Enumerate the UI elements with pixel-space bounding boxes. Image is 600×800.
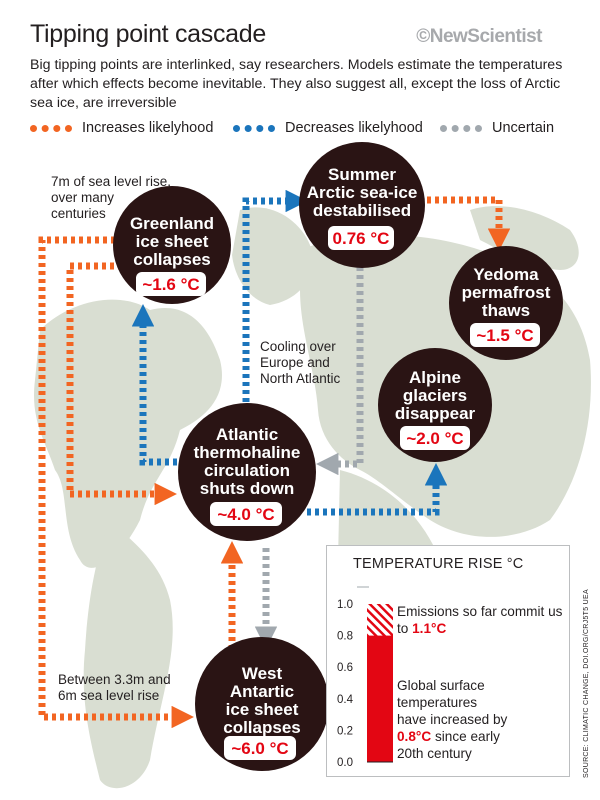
yedoma-line2: permafrost	[462, 283, 551, 302]
increases-swatch	[30, 124, 72, 132]
cooling-note-line1: Cooling over	[260, 339, 336, 354]
global-note-tail: since early	[434, 729, 500, 744]
legend-uncertain-label: Uncertain	[492, 120, 555, 136]
alpine-temp: ~2.0 °C	[406, 429, 463, 448]
node-greenland: Greenland ice sheet collapses ~1.6 °C	[113, 186, 231, 304]
arrow-greenland-to-atlantic	[66, 262, 177, 506]
greenland-line3: collapses	[133, 250, 211, 269]
atlantic-line3: circulation	[204, 461, 290, 480]
decreases-arrows	[131, 189, 448, 516]
antarctic-line2: Antartic	[230, 682, 294, 701]
arrow-arctic-to-atlantic	[316, 267, 364, 476]
arrow-atlantic-to-greenland	[131, 304, 193, 466]
arrow-arctic-to-yedoma	[427, 196, 511, 251]
emissions-note: Emissions so far commit us to 1.1°C	[397, 603, 567, 637]
arrow-atlantic-to-alpine	[307, 463, 448, 516]
node-alpine: Alpine glaciers disappear ~2.0 °C	[378, 348, 492, 462]
greenland-line1: Greenland	[130, 214, 214, 233]
atlantic-line1: Atlantic	[216, 425, 278, 444]
legend-increases-label: Increases likelyhood	[82, 120, 214, 136]
antarctic-note-line1: Between 3.3m and	[58, 672, 171, 687]
legend-increases: Increases likelyhood	[30, 120, 213, 136]
uncertain-swatch	[440, 124, 482, 132]
atlantic-line2: thermohaline	[194, 443, 301, 462]
atlantic-temp: ~4.0 °C	[217, 505, 274, 524]
antarctic-line1: West	[242, 664, 283, 683]
legend-decreases-label: Decreases likelyhood	[285, 120, 423, 136]
node-arctic: Summer Arctic sea-ice destabilised 0.76 …	[299, 142, 425, 268]
node-yedoma: Yedoma permafrost thaws ~1.5 °C	[449, 246, 563, 360]
node-atlantic: Atlantic thermohaline circulation shuts …	[178, 403, 316, 541]
global-note-value: 0.8°C	[397, 729, 432, 744]
temperature-tick-label: 0.4	[337, 694, 354, 706]
greenland-line2: ice sheet	[136, 232, 209, 251]
temperature-tick-label: 0.2	[337, 725, 353, 737]
temperature-rise-panel: TEMPERATURE RISE °C 1.0 0.8 0.6 0.4 0.2 0.0 E…	[326, 545, 570, 777]
arctic-line3: destabilised	[313, 201, 411, 220]
uncertain-arrows	[254, 267, 364, 649]
temperature-bar-chart: 1.0 0.8 0.6 0.4 0.2 0.0	[337, 586, 393, 769]
alpine-line2: glaciers	[403, 386, 467, 405]
greenland-note-line1: 7m of sea level rise,	[51, 174, 171, 189]
global-note-line3: have increased by	[397, 712, 508, 727]
alpine-line3: disappear	[395, 404, 476, 423]
cooling-note-line3: North Atlantic	[260, 371, 341, 386]
node-antarctic: West Antartic ice sheet collapses ~6.0 °…	[195, 637, 329, 771]
temperature-tick-label: 1.0	[337, 599, 353, 611]
antarctic-temp: ~6.0 °C	[231, 739, 288, 758]
observed-warming-bar	[367, 635, 393, 762]
arctic-line1: Summer	[328, 165, 396, 184]
note-cooling: Cooling over Europe and North Atlantic	[260, 339, 341, 386]
antarctic-line4: collapses	[223, 718, 301, 737]
source-credit: SOURCE: CLIMATIC CHANGE, DOI.ORG/CRJ5T5 …	[583, 589, 590, 778]
legend-uncertain: Uncertain	[440, 120, 554, 136]
page-title: Tipping point cascade	[30, 20, 266, 48]
newscientist-logo: ©NewScientist	[416, 26, 542, 47]
subtitle: Big tipping points are interlinked, say …	[30, 57, 563, 111]
arctic-line2: Arctic sea-ice	[307, 183, 418, 202]
increases-arrows	[38, 196, 511, 729]
temperature-tick-label: 0.8	[337, 631, 353, 643]
global-note-line2: temperatures	[397, 695, 478, 710]
yedoma-temp: ~1.5 °C	[476, 326, 533, 345]
arctic-temp: 0.76 °C	[333, 229, 390, 248]
global-note-line1: Global surface	[397, 678, 485, 693]
note-antarctic-sea-level: Between 3.3m and 6m sea level rise	[58, 672, 171, 703]
note-greenland-sea-level: 7m of sea level rise, over many centurie…	[51, 174, 171, 221]
antarctic-line3: ice sheet	[226, 700, 299, 719]
arrow-atlantic-to-arctic	[242, 189, 308, 410]
legend-decreases: Decreases likelyhood	[233, 120, 423, 136]
yedoma-line1: Yedoma	[473, 265, 539, 284]
yedoma-line3: thaws	[482, 301, 530, 320]
decreases-swatch	[233, 124, 275, 132]
temperature-tick-label: 0.6	[337, 662, 353, 674]
alpine-line1: Alpine	[409, 368, 461, 387]
greenland-note-line3: centuries	[51, 206, 106, 221]
global-warming-note: Global surface temperatures have increas…	[397, 677, 567, 762]
temperature-axis: 1.0 0.8 0.6 0.4 0.2 0.0	[337, 599, 354, 769]
temperature-tick-label: 0.0	[337, 757, 353, 769]
temperature-rise-title: TEMPERATURE RISE °C	[353, 556, 524, 572]
emissions-note-value: 1.1°C	[412, 621, 447, 636]
atlantic-line4: shuts down	[200, 479, 294, 498]
greenland-temp: ~1.6 °C	[142, 275, 199, 294]
emissions-note-text: Emissions so far commit us to	[397, 604, 563, 636]
greenland-note-line2: over many	[51, 190, 114, 205]
global-note-line5: 20th century	[397, 746, 472, 761]
cooling-note-line2: Europe and	[260, 355, 330, 370]
antarctic-note-line2: 6m sea level rise	[58, 688, 159, 703]
